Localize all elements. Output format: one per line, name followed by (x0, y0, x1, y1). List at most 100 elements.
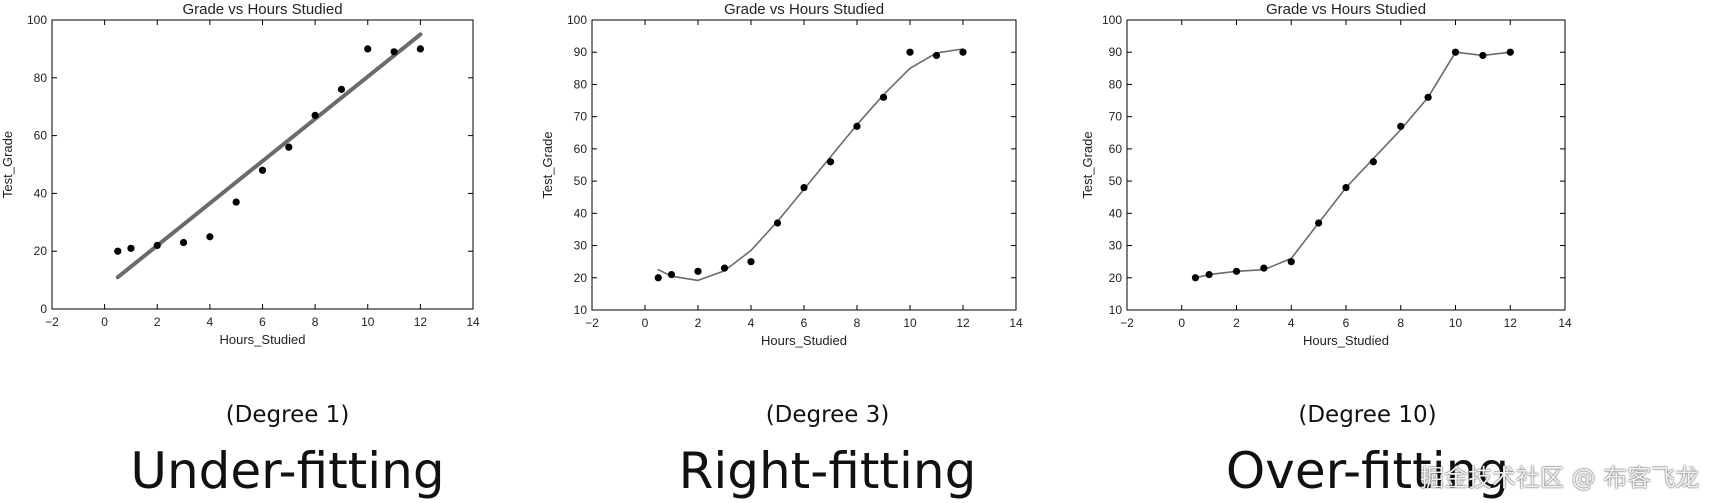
x-tick-label: 8 (312, 315, 319, 329)
chart-degree-1: Grade vs Hours Studied−2 0 2 4 6 8 10 12 1402040… (0, 1, 480, 347)
y-tick-label: 100 (27, 13, 47, 27)
data-point (1369, 158, 1377, 166)
fit-line (115, 32, 423, 280)
y-tick-label: 10 (574, 303, 588, 317)
panel-degree-3: Grade vs Hours Studied −2 0 2 4 6 8 10 12 14 10 20 3… (540, 0, 1115, 503)
x-tick-label: 12 (414, 315, 428, 329)
y-axis-label: Test_Grade (540, 131, 555, 198)
y-tick-label: 40 (1109, 206, 1123, 220)
data-point (337, 85, 346, 93)
y-tick-label: 10 (1109, 303, 1123, 317)
plot-frame (1126, 19, 1566, 311)
y-tick-label: 50 (1109, 174, 1123, 188)
x-tick-label: 4 (748, 316, 755, 330)
y-tick-label: 70 (1109, 110, 1123, 124)
data-point (720, 264, 729, 272)
data-point (285, 143, 293, 151)
x-tick-label: 0 (101, 315, 108, 329)
plot-frame (591, 19, 1017, 311)
y-tick-label: 20 (1109, 271, 1123, 285)
x-tick-label: −2 (1120, 316, 1134, 330)
x-tick-label: 12 (956, 316, 970, 330)
x-tick-label: 2 (695, 316, 702, 330)
data-point (654, 274, 662, 282)
x-axis-label: Hours_Studied (220, 332, 306, 347)
y-tick-label: 80 (574, 77, 588, 91)
panel-degree-1: Grade vs Hours Studied −2 0 2 4 6 8 10 12 14 0 20 40… (0, 0, 575, 503)
data-point (1287, 258, 1295, 266)
y-tick-label: 40 (34, 186, 48, 200)
x-tick-label: 6 (801, 316, 808, 330)
x-tick-label: 14 (466, 315, 480, 329)
fitting-caption: Over-fitting (1225, 442, 1510, 500)
data-point (906, 48, 914, 56)
fitting-caption: Right-fitting (678, 442, 977, 500)
y-tick-label: 90 (574, 45, 588, 59)
y-tick-label: 50 (574, 174, 588, 188)
data-point (1191, 274, 1200, 282)
x-tick-label: 14 (1558, 316, 1572, 330)
data-point (311, 111, 319, 119)
chart-degree-10: Grade vs Hours Studied −2 0 2 4 6 8 10 12 14 10 20 3… (1080, 1, 1572, 348)
x-axis-label: Hours_Studied (761, 333, 847, 348)
y-tick-label: 70 (574, 110, 588, 124)
x-tick-label: 14 (1009, 316, 1023, 330)
y-tick-label: 30 (1109, 239, 1123, 253)
data-point (932, 51, 941, 60)
data-point (1232, 267, 1241, 275)
data-point (694, 267, 702, 275)
data-point (1260, 264, 1268, 272)
x-tick-label: −2 (585, 316, 599, 330)
y-tick-label: 60 (34, 129, 48, 143)
fit-line (1194, 51, 1512, 279)
data-point (179, 238, 188, 247)
y-tick-label: 80 (34, 71, 48, 85)
data-point (879, 93, 888, 101)
x-tick-label: 4 (1288, 316, 1295, 330)
data-point (1315, 219, 1323, 227)
y-axis-label: Test_Grade (1080, 131, 1095, 198)
data-point (232, 198, 240, 206)
y-tick-label: 100 (1102, 13, 1122, 27)
data-point (959, 48, 967, 56)
data-point (747, 258, 755, 266)
chart-title: Grade vs Hours Studied (1266, 1, 1426, 18)
fitting-caption: Under-fitting (130, 442, 445, 500)
degree-caption: (Degree 1) (225, 402, 350, 428)
y-tick-label: 90 (1109, 45, 1123, 59)
y-axis-label: Test_Grade (0, 131, 15, 198)
x-tick-label: 2 (154, 315, 161, 329)
plot-frame (51, 19, 474, 310)
watermark: 掘金技术社区 @ 布客飞龙 (1420, 464, 1700, 492)
data-point (206, 233, 214, 241)
data-point (258, 166, 267, 174)
data-point (1424, 93, 1432, 101)
x-tick-label: 2 (1233, 316, 1240, 330)
y-tick-label: 20 (34, 244, 48, 258)
data-point (114, 247, 122, 255)
data-point (364, 45, 372, 53)
data-point (390, 48, 398, 56)
data-point (800, 183, 808, 192)
degree-caption: (Degree 3) (765, 402, 890, 428)
chart-degree-3: Grade vs Hours Studied −2 0 2 4 6 8 10 12 14 10 20 3… (540, 1, 1023, 348)
degree-caption: (Degree 10) (1298, 402, 1437, 428)
x-tick-label: 10 (1449, 316, 1463, 330)
data-point (153, 241, 161, 250)
x-tick-label: 10 (361, 315, 375, 329)
y-tick-label: 40 (574, 206, 588, 220)
x-tick-label: 6 (259, 315, 266, 329)
x-tick-label: 0 (642, 316, 649, 330)
x-axis-label: Hours_Studied (1303, 333, 1389, 348)
data-point (1342, 183, 1350, 192)
chart-title: Grade vs Hours Studied (182, 1, 342, 18)
chart-title: Grade vs Hours Studied (724, 1, 884, 18)
x-tick-label: 8 (854, 316, 861, 330)
data-point (1506, 48, 1514, 56)
y-tick-label: 60 (574, 142, 588, 156)
data-point (1479, 51, 1487, 60)
data-point (667, 270, 676, 279)
x-tick-label: 8 (1397, 316, 1404, 330)
y-tick-label: 30 (574, 239, 588, 253)
data-point (1451, 48, 1460, 56)
